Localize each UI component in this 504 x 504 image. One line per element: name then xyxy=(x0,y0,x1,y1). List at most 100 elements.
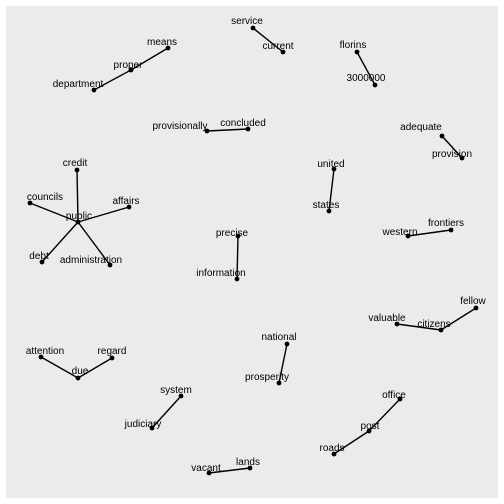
node-post xyxy=(366,428,372,434)
node-label-credit: credit xyxy=(63,158,88,169)
node-western xyxy=(405,233,411,239)
edge-adequate-provision xyxy=(441,135,463,159)
node-attention xyxy=(38,354,44,360)
node-department xyxy=(91,87,97,93)
node-system xyxy=(178,393,184,399)
node-label-due: due xyxy=(72,366,89,377)
node-provision xyxy=(459,155,465,161)
node-label-proper: proper xyxy=(114,60,144,71)
node-label-attention: attention xyxy=(26,346,64,357)
node-label-department: department xyxy=(53,79,104,90)
node-label-lands: lands xyxy=(236,457,260,468)
node-label-current: current xyxy=(262,41,293,52)
edge-fellow-citizens xyxy=(440,307,477,331)
node-frontiers xyxy=(448,227,454,233)
node-label-post: post xyxy=(361,421,380,432)
node-label-prosperity: prosperity xyxy=(245,372,289,383)
node-roads xyxy=(331,451,337,457)
node-label-western: western xyxy=(381,227,417,238)
node-national xyxy=(284,341,290,347)
node-current xyxy=(280,49,286,55)
node-label-fellow: fellow xyxy=(460,296,486,307)
edge-vacant-lands xyxy=(208,467,251,474)
node-label-means: means xyxy=(147,37,177,48)
node-due xyxy=(75,375,81,381)
node-label-adequate: adequate xyxy=(400,122,442,133)
edge-valuable-citizens xyxy=(396,323,442,331)
node-regard xyxy=(109,355,115,361)
edge-credit-public xyxy=(76,169,79,223)
node-lands xyxy=(247,465,253,471)
edge-precise-information xyxy=(236,235,239,280)
node-states xyxy=(326,208,332,214)
edge-public-debt xyxy=(41,221,79,263)
node-means xyxy=(165,45,171,51)
edge-attention-due xyxy=(40,356,79,379)
edge-councils-public xyxy=(29,202,79,223)
edge-layer xyxy=(29,27,477,474)
node-public xyxy=(75,219,81,225)
node-3000000 xyxy=(372,82,378,88)
node-concluded xyxy=(245,126,251,132)
node-label-frontiers: frontiers xyxy=(428,218,464,229)
edge-means-proper xyxy=(130,47,169,71)
edge-provisionally-concluded xyxy=(206,128,249,132)
node-label-united: united xyxy=(317,159,344,170)
node-judiciary xyxy=(149,425,155,431)
node-service xyxy=(250,25,256,31)
node-provisionally xyxy=(204,128,210,134)
node-label-information: information xyxy=(196,268,245,279)
edge-western-frontiers xyxy=(407,229,452,237)
node-councils xyxy=(27,200,33,206)
node-office xyxy=(397,396,403,402)
node-label-3000000: 3000000 xyxy=(347,73,386,84)
edge-proper-department xyxy=(93,69,132,91)
node-administration xyxy=(107,262,113,268)
node-layer xyxy=(27,25,479,476)
node-label-valuable: valuable xyxy=(368,313,406,324)
node-label-vacant: vacant xyxy=(191,463,221,474)
node-adequate xyxy=(439,133,445,139)
node-label-administration: administration xyxy=(60,255,122,266)
edge-post-roads xyxy=(333,430,370,455)
node-citizens xyxy=(438,327,444,333)
node-label-national: national xyxy=(261,332,296,343)
node-prosperity xyxy=(276,380,282,386)
node-label-citizens: citizens xyxy=(417,319,450,330)
node-label-judiciary: judiciary xyxy=(124,419,162,430)
node-fellow xyxy=(473,305,479,311)
node-label-debt: debt xyxy=(29,251,49,262)
edge-united-states xyxy=(328,168,335,212)
plot-panel xyxy=(6,6,498,498)
node-label-precise: precise xyxy=(216,228,249,239)
node-label-provisionally: provisionally xyxy=(152,121,207,132)
edge-system-judiciary xyxy=(151,395,182,429)
edge-public-administration xyxy=(77,221,111,266)
node-label-councils: councils xyxy=(27,192,63,203)
node-label-florins: florins xyxy=(340,40,367,51)
node-label-affairs: affairs xyxy=(112,196,139,207)
node-united xyxy=(331,166,337,172)
node-credit xyxy=(74,167,80,173)
node-label-service: service xyxy=(231,16,263,27)
node-precise xyxy=(235,233,241,239)
node-label-provision: provision xyxy=(432,149,472,160)
node-label-roads: roads xyxy=(319,443,344,454)
edge-florins-3000000 xyxy=(356,51,376,86)
node-information xyxy=(234,276,240,282)
node-label-concluded: concluded xyxy=(220,118,266,129)
node-florins xyxy=(354,49,360,55)
node-label-office: office xyxy=(382,390,406,401)
node-affairs xyxy=(126,204,132,210)
node-valuable xyxy=(394,321,400,327)
edge-regard-due xyxy=(77,357,113,379)
node-label-states: states xyxy=(313,200,340,211)
node-label-public: public xyxy=(66,211,92,222)
node-label-regard: regard xyxy=(98,346,127,357)
node-debt xyxy=(39,259,45,265)
node-vacant xyxy=(206,470,212,476)
node-proper xyxy=(128,67,134,73)
edge-affairs-public xyxy=(77,206,130,223)
